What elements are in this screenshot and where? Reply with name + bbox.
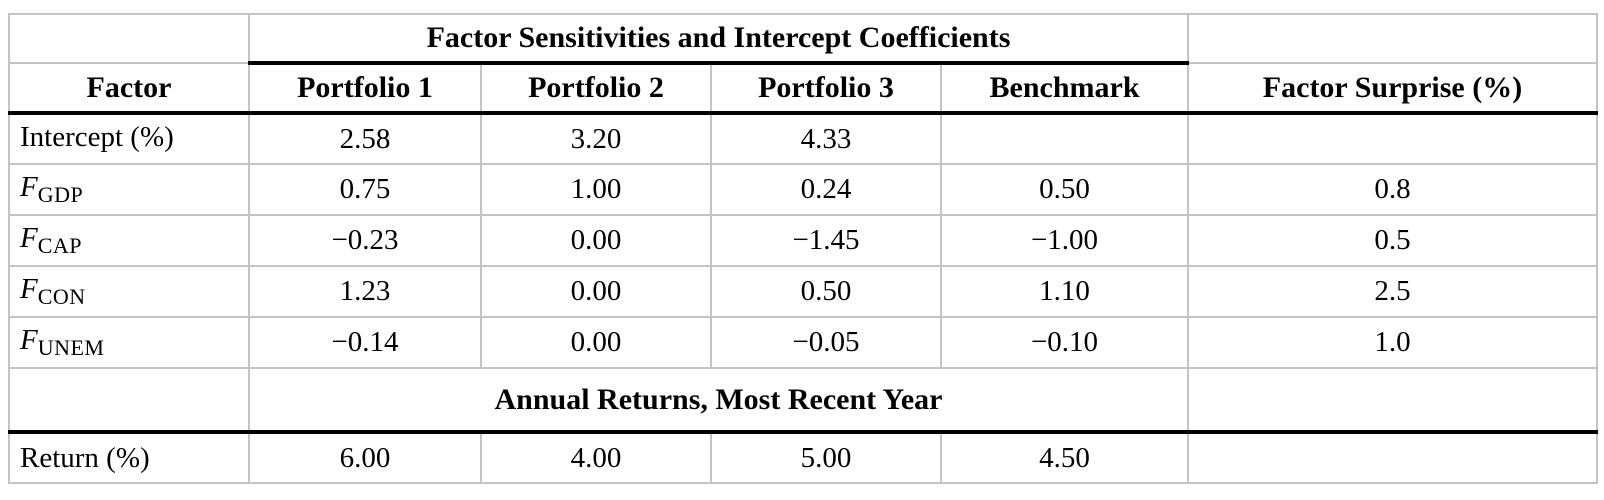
cell-intercept-factor-surprise bbox=[1187, 112, 1598, 165]
cell-f-cap-benchmark: −1.00 bbox=[940, 214, 1189, 267]
row-return: Return (%) 6.00 4.00 5.00 4.50 bbox=[8, 431, 1598, 484]
col-header-portfolio-2: Portfolio 2 bbox=[480, 62, 712, 115]
row-intercept: Intercept (%) 2.58 3.20 4.33 bbox=[8, 112, 1598, 165]
cell-return-portfolio-2: 4.00 bbox=[480, 431, 712, 484]
group-header-returns: Annual Returns, Most Recent Year bbox=[248, 367, 1189, 434]
factor-model-table: Factor Sensitivities and Intercept Coeff… bbox=[8, 13, 1598, 484]
cell-f-unem-portfolio-2: 0.00 bbox=[480, 316, 712, 369]
cell-f-gdp-portfolio-1: 0.75 bbox=[248, 163, 482, 216]
row-f-gdp: FGDP 0.75 1.00 0.24 0.50 0.8 bbox=[8, 163, 1598, 216]
cell-f-con-factor-surprise: 2.5 bbox=[1187, 265, 1598, 318]
cell-f-gdp-factor-surprise: 0.8 bbox=[1187, 163, 1598, 216]
col-header-portfolio-1: Portfolio 1 bbox=[248, 62, 482, 115]
cell-f-gdp-benchmark: 0.50 bbox=[940, 163, 1189, 216]
cell-f-con-portfolio-3: 0.50 bbox=[710, 265, 942, 318]
cell-f-cap-portfolio-1: −0.23 bbox=[248, 214, 482, 267]
cell-return-portfolio-1: 6.00 bbox=[248, 431, 482, 484]
corner-cell-top-left bbox=[8, 13, 250, 64]
row-label-intercept: Intercept (%) bbox=[8, 112, 250, 165]
row-f-unem: FUNEM −0.14 0.00 −0.05 −0.10 1.0 bbox=[8, 316, 1598, 369]
row-label-return: Return (%) bbox=[8, 431, 250, 484]
cell-intercept-portfolio-2: 3.20 bbox=[480, 112, 712, 165]
spacer-cell-returns-right bbox=[1187, 367, 1598, 434]
row-label-f-gdp: FGDP bbox=[8, 163, 250, 216]
group-header-sensitivities: Factor Sensitivities and Intercept Coeff… bbox=[248, 13, 1189, 65]
cell-intercept-portfolio-1: 2.58 bbox=[248, 112, 482, 165]
column-header-row: Factor Portfolio 1 Portfolio 2 Portfolio… bbox=[8, 62, 1598, 115]
cell-f-cap-portfolio-2: 0.00 bbox=[480, 214, 712, 267]
col-header-factor-surprise: Factor Surprise (%) bbox=[1187, 62, 1598, 115]
cell-f-con-portfolio-1: 1.23 bbox=[248, 265, 482, 318]
cell-return-factor-surprise bbox=[1187, 431, 1598, 484]
cell-f-con-portfolio-2: 0.00 bbox=[480, 265, 712, 318]
cell-f-unem-factor-surprise: 1.0 bbox=[1187, 316, 1598, 369]
row-label-f-unem: FUNEM bbox=[8, 316, 250, 369]
cell-f-gdp-portfolio-3: 0.24 bbox=[710, 163, 942, 216]
cell-f-unem-portfolio-1: −0.14 bbox=[248, 316, 482, 369]
cell-return-benchmark: 4.50 bbox=[940, 431, 1189, 484]
cell-f-unem-portfolio-3: −0.05 bbox=[710, 316, 942, 369]
cell-return-portfolio-3: 5.00 bbox=[710, 431, 942, 484]
group-header-row-sensitivities: Factor Sensitivities and Intercept Coeff… bbox=[8, 13, 1598, 65]
factor-model-table-container: Factor Sensitivities and Intercept Coeff… bbox=[8, 13, 1598, 484]
row-label-f-cap: FCAP bbox=[8, 214, 250, 267]
col-header-factor: Factor bbox=[8, 62, 250, 115]
row-label-f-con: FCON bbox=[8, 265, 250, 318]
cell-f-con-benchmark: 1.10 bbox=[940, 265, 1189, 318]
cell-f-gdp-portfolio-2: 1.00 bbox=[480, 163, 712, 216]
cell-intercept-benchmark bbox=[940, 112, 1189, 165]
col-header-portfolio-3: Portfolio 3 bbox=[710, 62, 942, 115]
row-f-con: FCON 1.23 0.00 0.50 1.10 2.5 bbox=[8, 265, 1598, 318]
row-f-cap: FCAP −0.23 0.00 −1.45 −1.00 0.5 bbox=[8, 214, 1598, 267]
spacer-cell-returns-left bbox=[8, 367, 250, 434]
corner-cell-top-right bbox=[1187, 13, 1598, 64]
cell-f-unem-benchmark: −0.10 bbox=[940, 316, 1189, 369]
cell-f-cap-factor-surprise: 0.5 bbox=[1187, 214, 1598, 267]
cell-f-cap-portfolio-3: −1.45 bbox=[710, 214, 942, 267]
col-header-benchmark: Benchmark bbox=[940, 62, 1189, 115]
cell-intercept-portfolio-3: 4.33 bbox=[710, 112, 942, 165]
group-header-row-returns: Annual Returns, Most Recent Year bbox=[8, 367, 1598, 434]
